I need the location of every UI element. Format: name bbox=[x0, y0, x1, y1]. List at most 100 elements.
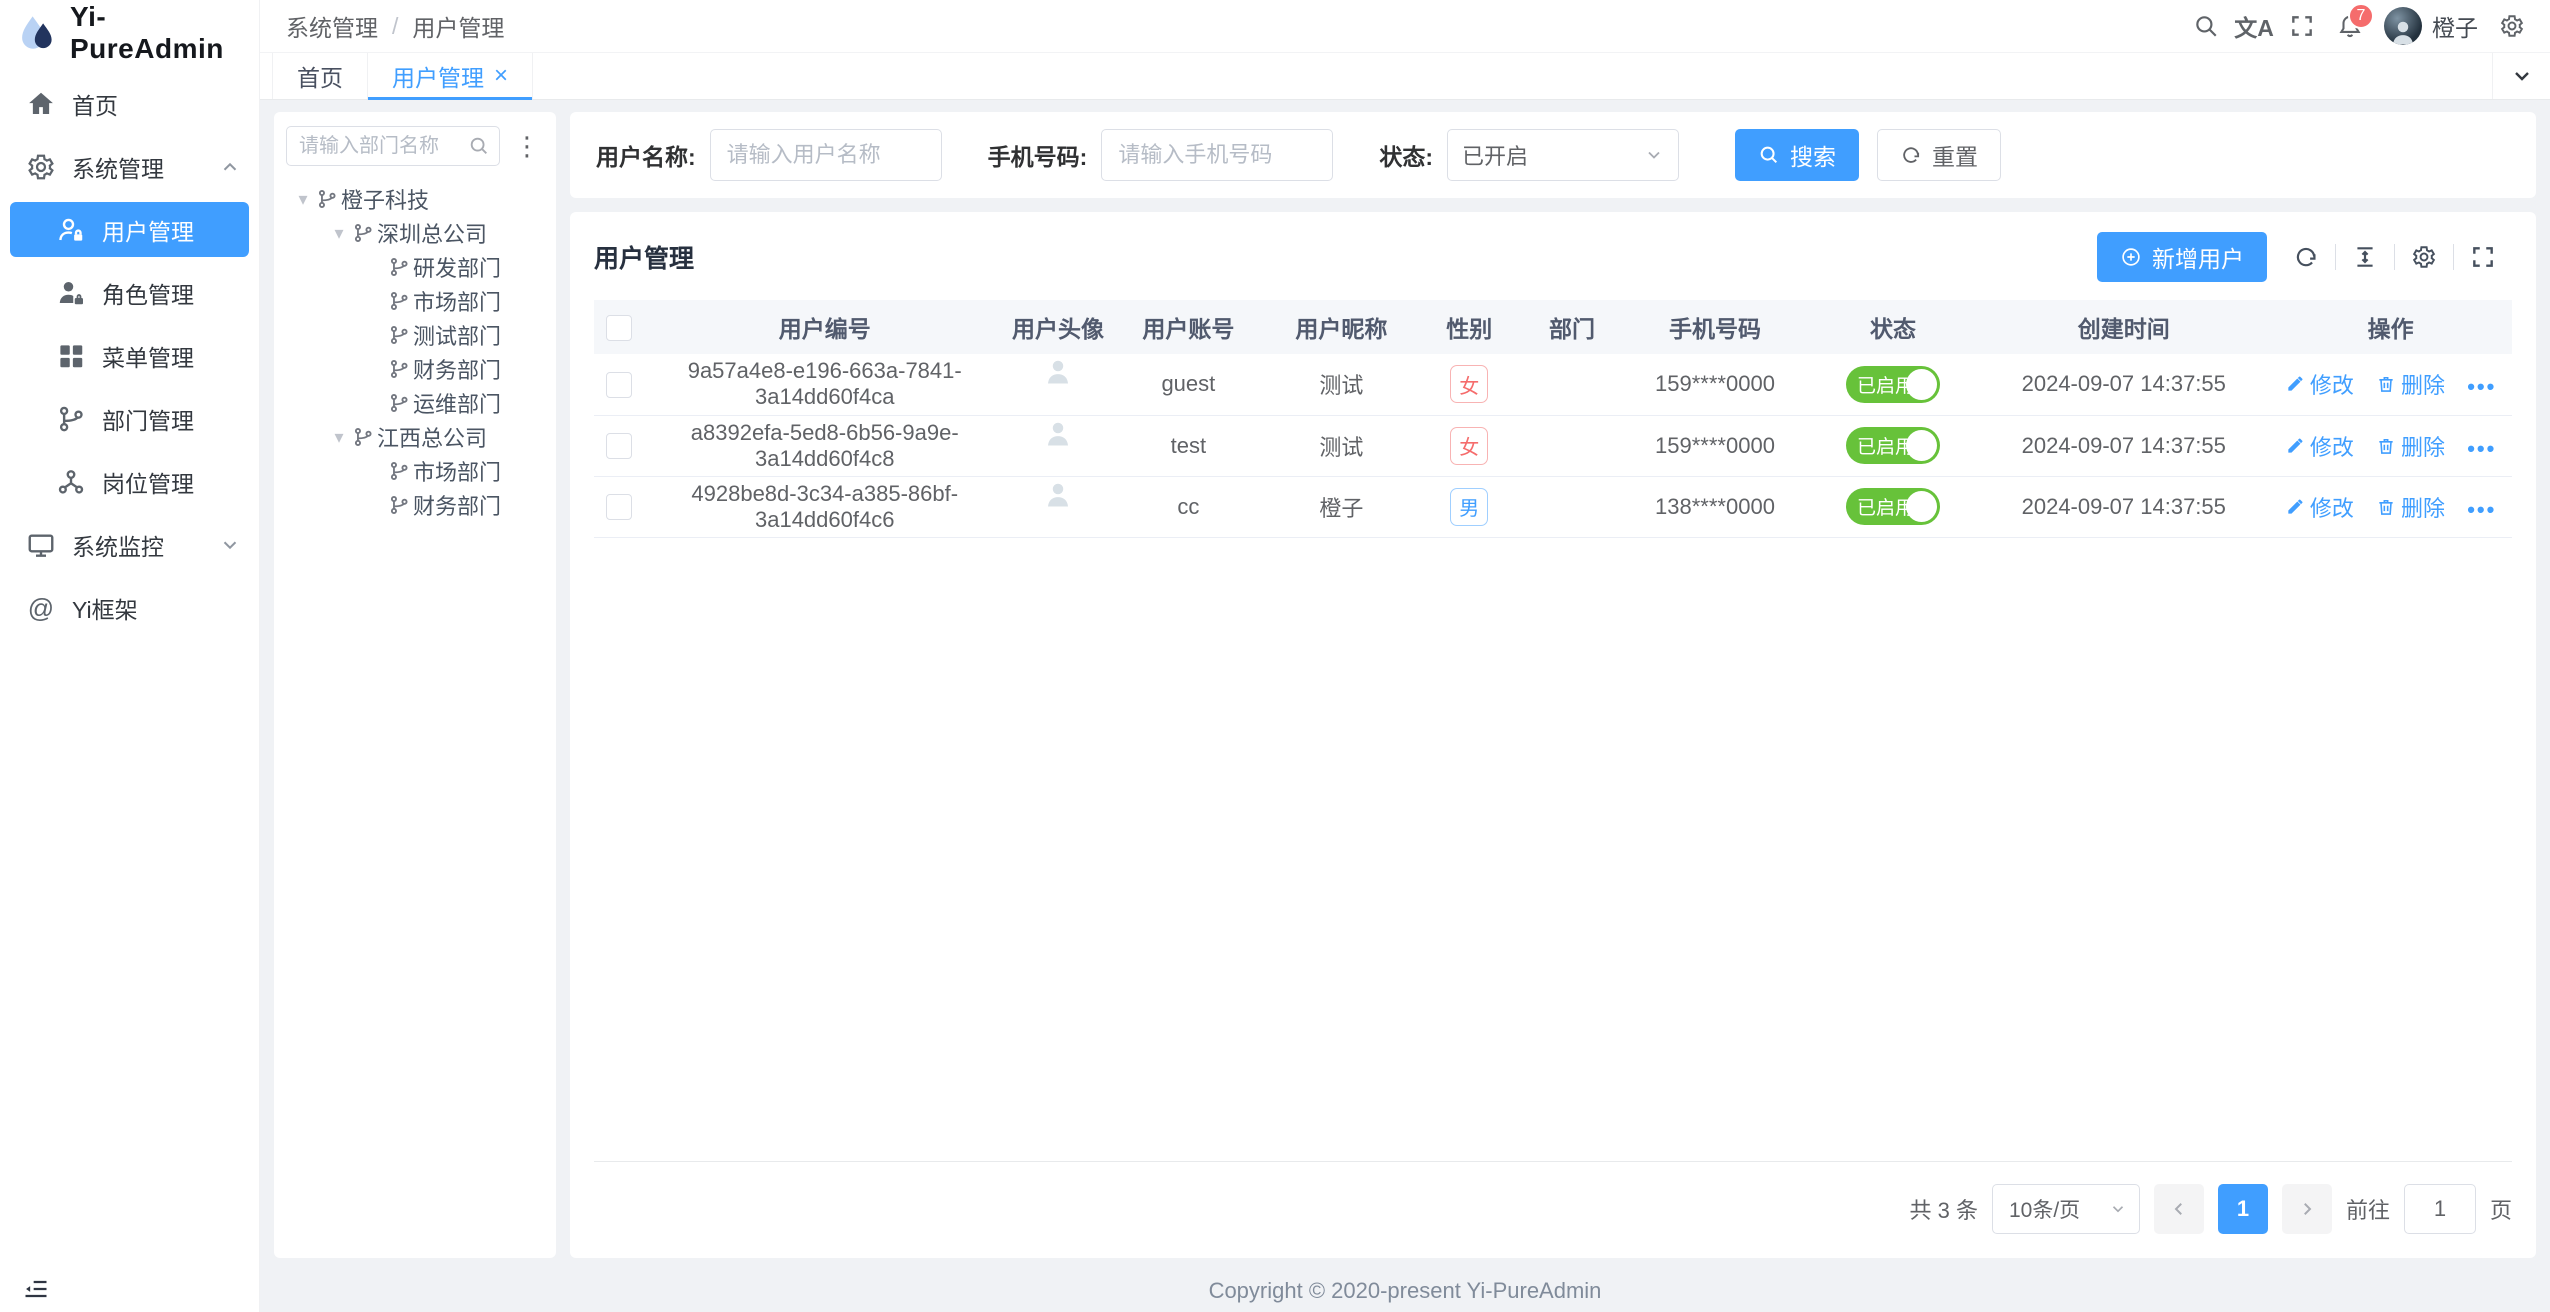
refresh-table-icon[interactable] bbox=[2277, 244, 2335, 270]
gender-tag: 男 bbox=[1450, 487, 1489, 526]
close-icon[interactable]: × bbox=[494, 62, 509, 89]
phone-input[interactable] bbox=[1101, 129, 1334, 181]
column-header: 用户头像 bbox=[1005, 300, 1111, 354]
trash-icon bbox=[2379, 438, 2393, 454]
status-select[interactable]: 已开启 bbox=[1447, 129, 1680, 181]
select-all-checkbox[interactable] bbox=[606, 314, 633, 341]
caret-down-icon[interactable]: ▾ bbox=[334, 426, 344, 447]
cell-phone: 159****0000 bbox=[1622, 354, 1808, 416]
page-size-select[interactable]: 10条/页 bbox=[1991, 1184, 2140, 1234]
tree-node[interactable]: ▾ 深圳总公司 bbox=[286, 216, 544, 250]
column-header: 创建时间 bbox=[1978, 300, 2270, 354]
table-row[interactable]: 9a57a4e8-e196-663a-7841-3a14dd60f4ca gue… bbox=[594, 354, 2512, 416]
notification-bell-icon[interactable]: 7 bbox=[2326, 0, 2374, 53]
sidebar-item-yi-framework[interactable]: @ Yi框架 bbox=[0, 576, 259, 639]
sidebar-item-monitor[interactable]: 系统监控 bbox=[0, 513, 259, 576]
caret-down-icon[interactable]: ▾ bbox=[298, 188, 308, 209]
tree-node[interactable]: ▾ 橙子科技 bbox=[286, 182, 544, 216]
tree-node[interactable]: 运维部门 bbox=[286, 386, 544, 420]
status-toggle[interactable]: 已启用 bbox=[1846, 365, 1941, 403]
goto-page-input[interactable] bbox=[2403, 1184, 2476, 1234]
fullscreen-icon[interactable] bbox=[2278, 0, 2326, 53]
more-actions-link[interactable]: ••• bbox=[2467, 374, 2497, 400]
tree-node[interactable]: 研发部门 bbox=[286, 250, 544, 284]
page-size-value: 10条/页 bbox=[2008, 1199, 2081, 1222]
cell-phone: 138****0000 bbox=[1622, 476, 1808, 538]
breadcrumb-item[interactable]: 系统管理 bbox=[286, 15, 378, 41]
row-checkbox[interactable] bbox=[606, 494, 633, 521]
tree-node[interactable]: 市场部门 bbox=[286, 284, 544, 318]
caret-down-icon[interactable]: ▾ bbox=[334, 222, 344, 243]
more-actions-link[interactable]: ••• bbox=[2467, 435, 2497, 461]
tree-node[interactable]: 市场部门 bbox=[286, 454, 544, 488]
sidebar-item-users[interactable]: 用户管理 bbox=[10, 202, 249, 257]
sidebar-item-roles[interactable]: 角色管理 bbox=[0, 261, 259, 324]
breadcrumb-item: 用户管理 bbox=[412, 15, 505, 41]
tree-node[interactable]: 财务部门 bbox=[286, 352, 544, 386]
more-actions-link[interactable]: ••• bbox=[2467, 496, 2497, 522]
sidebar-item-posts[interactable]: 岗位管理 bbox=[0, 450, 259, 513]
chevron-down-icon bbox=[2112, 1206, 2124, 1213]
home-icon bbox=[26, 89, 56, 119]
search-icon bbox=[1760, 146, 1778, 164]
sidebar-item-menus[interactable]: 菜单管理 bbox=[0, 324, 259, 387]
row-density-icon[interactable] bbox=[2336, 244, 2394, 270]
settings-gear-icon[interactable] bbox=[2488, 0, 2536, 53]
edit-link[interactable]: 修改 bbox=[2285, 430, 2354, 462]
table-fullscreen-icon[interactable] bbox=[2454, 244, 2512, 270]
page-number-button[interactable]: 1 bbox=[2217, 1184, 2268, 1234]
column-header: 用户账号 bbox=[1110, 300, 1267, 354]
tabs-menu-chevron[interactable] bbox=[2492, 53, 2550, 99]
table-row[interactable]: 4928be8d-3c34-a385-86bf-3a14dd60f4c6 cc … bbox=[594, 476, 2512, 538]
pencil-icon bbox=[2288, 376, 2303, 391]
tab-label: 用户管理 bbox=[392, 65, 484, 91]
edit-link[interactable]: 修改 bbox=[2285, 368, 2354, 400]
sidebar-item-label: Yi框架 bbox=[72, 596, 138, 623]
tree-node[interactable]: 财务部门 bbox=[286, 488, 544, 522]
sidebar-item-label: 部门管理 bbox=[102, 407, 194, 434]
navbar-actions: 文A 7 橙子 bbox=[2182, 0, 2536, 53]
toolbar-divider bbox=[2335, 244, 2336, 270]
sidebar-item-system[interactable]: 系统管理 bbox=[0, 135, 259, 198]
reset-button[interactable]: 重置 bbox=[1877, 129, 2002, 181]
edit-link[interactable]: 修改 bbox=[2285, 491, 2354, 523]
tab-user-management[interactable]: 用户管理 × bbox=[368, 53, 534, 100]
cell-nickname: 橙子 bbox=[1266, 476, 1417, 538]
delete-link[interactable]: 删除 bbox=[2376, 368, 2445, 400]
next-page-button[interactable] bbox=[2281, 1184, 2332, 1234]
sidebar-item-departments[interactable]: 部门管理 bbox=[0, 387, 259, 450]
delete-link[interactable]: 删除 bbox=[2376, 491, 2445, 523]
sidebar-item-home[interactable]: 首页 bbox=[0, 72, 259, 135]
search-icon[interactable] bbox=[2182, 0, 2230, 53]
notification-badge: 7 bbox=[2348, 2, 2374, 29]
row-checkbox[interactable] bbox=[606, 433, 633, 460]
copyright-footer: Copyright © 2020-present Yi-PureAdmin bbox=[260, 1270, 2550, 1312]
user-menu[interactable]: 橙子 bbox=[2374, 7, 2488, 45]
delete-link[interactable]: 删除 bbox=[2376, 430, 2445, 462]
tab-home[interactable]: 首页 bbox=[272, 53, 368, 99]
translate-icon[interactable]: 文A bbox=[2234, 15, 2274, 41]
status-toggle[interactable]: 已启用 bbox=[1846, 488, 1941, 525]
chevron-down-icon bbox=[1648, 151, 1660, 159]
cell-department bbox=[1521, 476, 1623, 538]
search-button[interactable]: 搜索 bbox=[1735, 129, 1860, 181]
status-toggle[interactable]: 已启用 bbox=[1846, 427, 1941, 464]
add-user-button[interactable]: 新增用户 bbox=[2097, 232, 2267, 282]
tree-node-label: 橙子科技 bbox=[341, 188, 430, 213]
row-checkbox[interactable] bbox=[606, 371, 633, 398]
column-header: 状态 bbox=[1807, 300, 1979, 354]
tree-node[interactable]: 测试部门 bbox=[286, 318, 544, 352]
prev-page-button[interactable] bbox=[2153, 1184, 2204, 1234]
department-search-input[interactable] bbox=[286, 126, 500, 166]
collapse-sidebar-icon[interactable] bbox=[22, 1275, 50, 1303]
table-row[interactable]: a8392efa-5ed8-6b56-9a9e-3a14dd60f4c8 tes… bbox=[594, 415, 2512, 477]
username-input[interactable] bbox=[709, 129, 942, 181]
user-table: 用户编号 用户头像 用户账号 用户昵称 性别 部门 手机号码 状态 创建时间 操… bbox=[594, 300, 2512, 538]
sidebar-item-label: 首页 bbox=[72, 92, 118, 119]
tree-node-label: 财务部门 bbox=[413, 358, 502, 383]
column-settings-icon[interactable] bbox=[2395, 244, 2453, 270]
app-logo[interactable]: Yi-PureAdmin bbox=[0, 0, 259, 66]
more-vertical-icon[interactable]: ⋮ bbox=[514, 131, 540, 161]
cell-account: cc bbox=[1110, 476, 1267, 538]
tree-node[interactable]: ▾ 江西总公司 bbox=[286, 420, 544, 454]
